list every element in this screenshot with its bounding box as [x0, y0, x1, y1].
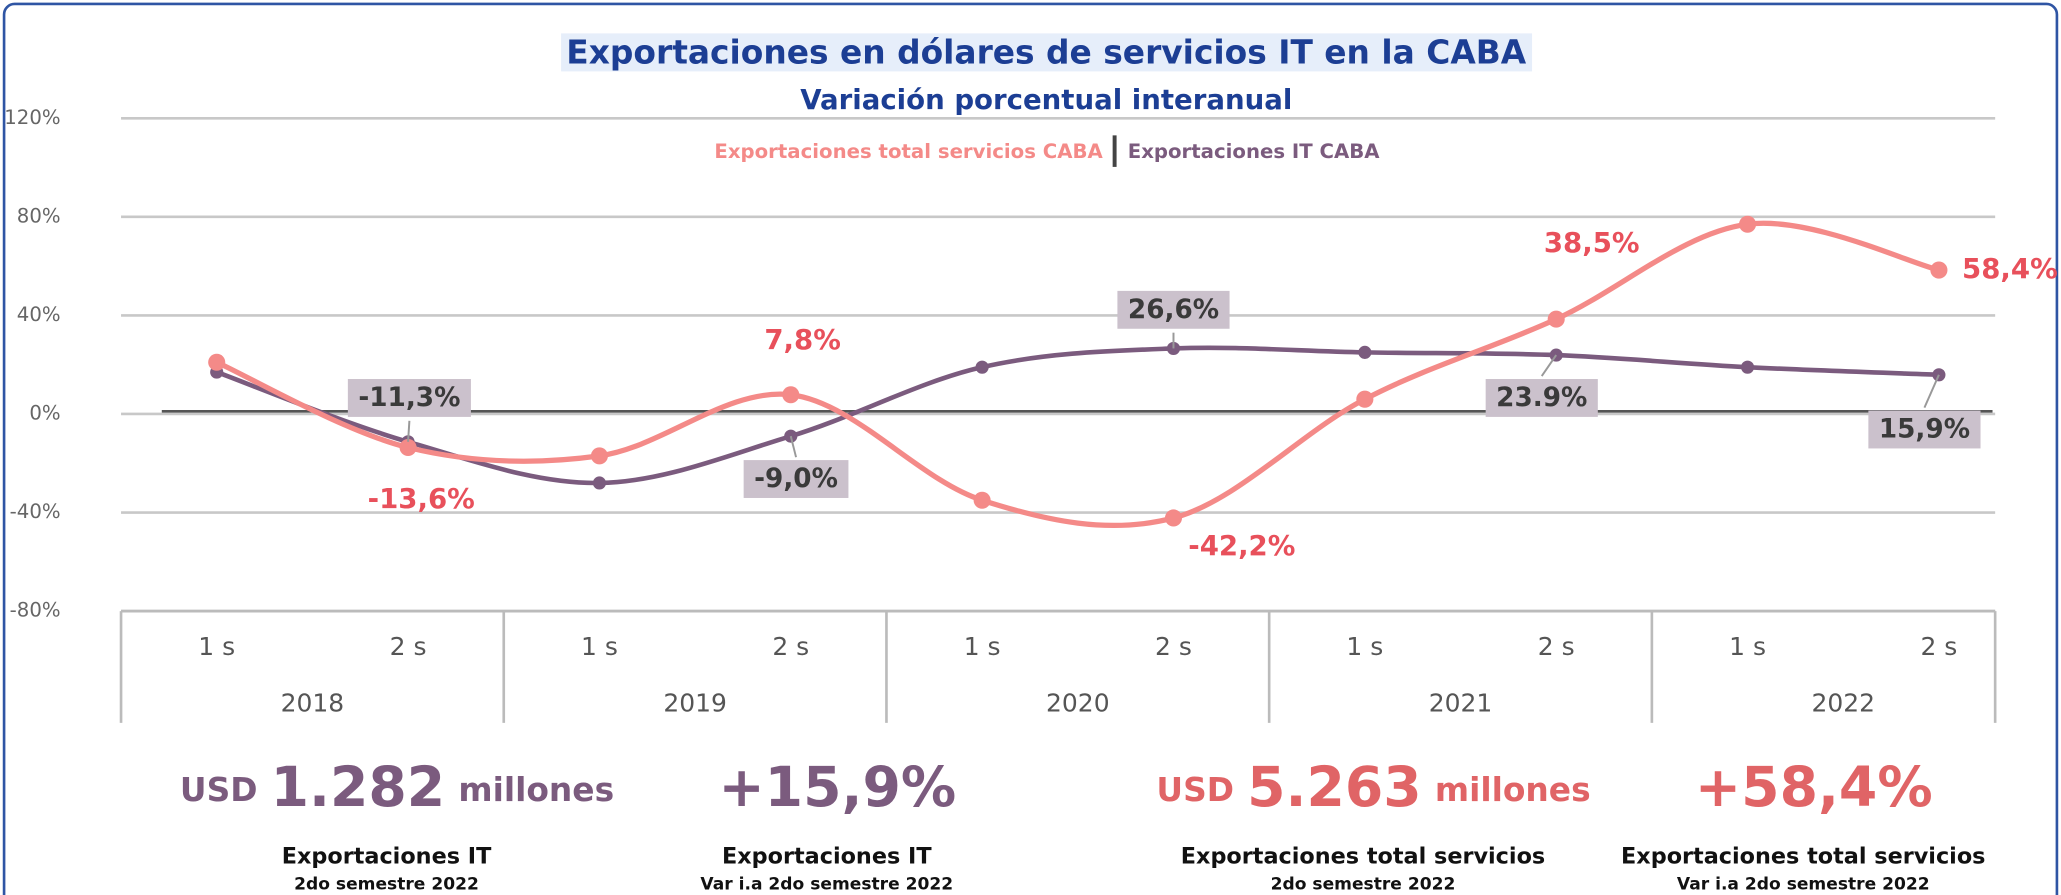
data-label: 15,9%	[1879, 415, 1970, 445]
data-point	[1739, 215, 1757, 233]
data-point	[590, 447, 608, 465]
x-group-label: 2021	[1429, 688, 1493, 717]
x-tick-label: 2 s	[1155, 632, 1192, 661]
data-label: -11,3%	[358, 383, 460, 413]
x-tick-label: 1 s	[964, 632, 1001, 661]
data-label: 38,5%	[1544, 226, 1640, 259]
data-label-group: 15,9%	[1868, 374, 1981, 449]
data-point	[208, 353, 226, 371]
series-line	[215, 345, 1939, 486]
data-label-group: 23.9%	[1485, 354, 1598, 417]
y-tick-label: 80%	[17, 204, 61, 227]
x-tick-label: 2 s	[772, 632, 809, 661]
data-label: 26,6%	[1128, 295, 1219, 325]
leader-line	[407, 420, 411, 442]
data-label-box	[1485, 379, 1598, 417]
title-highlight	[561, 33, 1533, 72]
data-point	[782, 386, 800, 404]
kpi-label: Exportaciones IT	[722, 843, 932, 869]
kpi-suffix: millones	[458, 771, 614, 809]
data-point	[1930, 261, 1948, 279]
leader-line	[1923, 374, 1940, 409]
kpi-suffix: millones	[1435, 771, 1591, 809]
data-point	[1740, 360, 1755, 374]
x-tick-label: 1 s	[1729, 632, 1766, 661]
y-tick-label: -40%	[10, 500, 61, 523]
data-label-group: 26,6%	[1117, 290, 1230, 349]
x-tick-label: 2 s	[390, 632, 427, 661]
series-line	[215, 220, 1940, 529]
data-label: 23.9%	[1496, 383, 1587, 413]
kpi-label: Exportaciones total servicios	[1181, 843, 1545, 869]
y-tick-label: 0%	[29, 401, 60, 424]
data-point	[592, 476, 606, 490]
kpi-figure: +15,9%	[718, 756, 956, 820]
title-background	[561, 33, 1533, 72]
leader-line	[789, 435, 797, 458]
legend-label: Exportaciones IT CABA	[1128, 140, 1381, 163]
data-label: -9,0%	[754, 464, 838, 494]
kpi-number: 1.282	[271, 756, 446, 820]
kpi-figure: USD 5.263 millones	[1156, 756, 1590, 820]
data-point	[1164, 509, 1183, 527]
kpi-prefix: USD	[180, 771, 258, 809]
data-label-box	[347, 379, 471, 417]
data-point	[1358, 345, 1372, 359]
x-group-label: 2019	[663, 688, 727, 717]
data-label-group: -11,3%	[347, 379, 471, 442]
data-label: 7,8%	[764, 323, 841, 356]
kpi-figure: +58,4%	[1695, 756, 1933, 820]
kpi-number: +15,9%	[718, 756, 956, 820]
data-point	[973, 491, 991, 509]
data-point	[1547, 310, 1565, 328]
kpi-sub: 2do semestre 2022	[294, 874, 479, 894]
x-tick-label: 1 s	[198, 632, 235, 661]
kpi-sub: Var i.a 2do semestre 2022	[700, 874, 953, 894]
data-label: -42,2%	[1188, 529, 1295, 562]
kpi-prefix: USD	[1156, 771, 1234, 809]
x-group-label: 2022	[1811, 688, 1875, 717]
data-label-group: -9,0%	[743, 435, 849, 498]
data-label-box	[1117, 290, 1230, 329]
kpi-label: Exportaciones IT	[282, 843, 492, 869]
kpi-figure: USD 1.282 millones	[180, 756, 614, 820]
kpi-number: 5.263	[1247, 756, 1422, 820]
kpi-number: +58,4%	[1695, 756, 1933, 820]
data-point	[1356, 390, 1374, 408]
chart-subtitle: Variación porcentual interanual	[800, 83, 1292, 116]
y-tick-label: -80%	[10, 599, 61, 622]
kpi-sub: Var i.a 2do semestre 2022	[1677, 874, 1930, 894]
data-label: 58,4%	[1962, 252, 2058, 285]
data-label-box	[743, 460, 849, 498]
x-tick-label: 1 s	[1346, 632, 1383, 661]
y-tick-label: 120%	[4, 106, 60, 129]
x-tick-label: 2 s	[1920, 632, 1957, 661]
y-tick-label: 40%	[17, 303, 61, 326]
leader-line	[1540, 354, 1558, 377]
kpi-sub: 2do semestre 2022	[1271, 874, 1456, 894]
legend-label: Exportaciones total servicios CABA	[714, 140, 1103, 163]
data-point	[975, 360, 989, 374]
chart-title: Exportaciones en dólares de servicios IT…	[566, 33, 1526, 71]
data-label-box	[1868, 410, 1981, 449]
data-label: -13,6%	[368, 482, 475, 515]
x-group-label: 2018	[281, 688, 345, 717]
x-group-label: 2020	[1046, 688, 1110, 717]
kpi-label: Exportaciones total servicios	[1621, 843, 1985, 869]
x-tick-label: 1 s	[581, 632, 618, 661]
x-tick-label: 2 s	[1538, 632, 1575, 661]
data-point	[399, 438, 417, 457]
